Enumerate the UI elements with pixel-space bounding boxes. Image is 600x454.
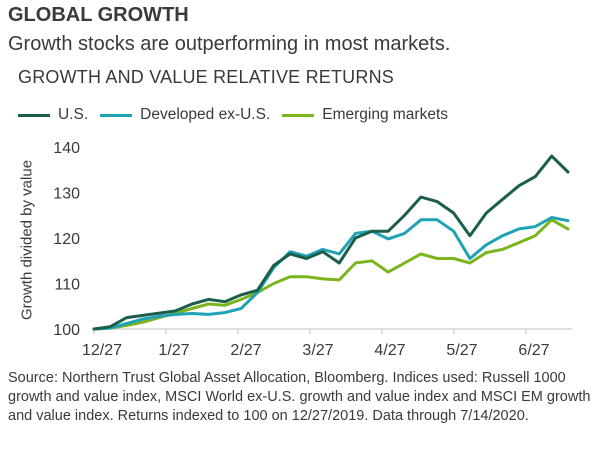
y-tick-label: 130 xyxy=(53,186,80,203)
x-tick-label: 4/27 xyxy=(374,342,405,359)
legend-label-developed: Developed ex-U.S. xyxy=(140,106,271,123)
legend-item-developed: Developed ex-U.S. xyxy=(100,106,270,124)
legend-item-emerging: Emerging markets xyxy=(282,106,448,124)
x-tick-label: 5/27 xyxy=(446,342,477,359)
legend-label-emerging: Emerging markets xyxy=(322,106,449,123)
y-tick-label: 120 xyxy=(53,231,80,248)
legend-label-us: U.S. xyxy=(58,106,89,123)
y-tick-label: 140 xyxy=(53,140,80,157)
x-tick-label: 6/27 xyxy=(518,342,549,359)
legend-swatch-developed xyxy=(100,113,133,117)
source-note: Source: Northern Trust Global Asset Allo… xyxy=(8,370,591,424)
page-title: GLOBAL GROWTH xyxy=(8,4,189,26)
x-tick-label: 12/27 xyxy=(82,342,122,359)
x-tick-label: 3/27 xyxy=(302,342,333,359)
legend-swatch-us xyxy=(18,113,50,117)
y-tick-label: 110 xyxy=(54,277,80,294)
legend-swatch-emerging xyxy=(282,113,315,117)
series-line-u-s xyxy=(92,154,570,331)
x-tick-label: 2/27 xyxy=(230,342,261,359)
chart-legend: U.S. Developed ex-U.S. Emerging markets xyxy=(18,106,460,124)
series-line-developed-ex-u-s xyxy=(92,216,570,331)
y-tick-label: 100 xyxy=(53,322,80,339)
x-tick-label: 1/27 xyxy=(158,342,189,359)
chart-title: GROWTH AND VALUE RELATIVE RETURNS xyxy=(18,67,394,87)
legend-item-us: U.S. xyxy=(18,106,88,124)
page-subtitle: Growth stocks are outperforming in most … xyxy=(8,33,451,55)
